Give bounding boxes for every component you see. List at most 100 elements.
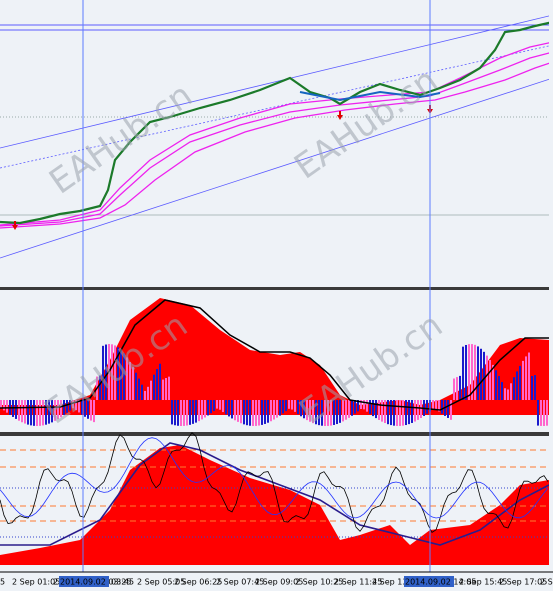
histogram-bar: [273, 400, 275, 420]
histogram-bar: [426, 400, 428, 414]
histogram-bar: [135, 372, 137, 400]
histogram-bar: [210, 400, 212, 414]
histogram-bar: [75, 400, 77, 411]
histogram-bar: [528, 352, 530, 400]
time-label: 2 Sep 06:25: [174, 578, 222, 587]
histogram-bar: [498, 376, 500, 400]
histogram-bar: [90, 400, 92, 421]
time-label: 2 Sep 07:45: [216, 578, 264, 587]
histogram-bar: [153, 374, 155, 400]
histogram-bar: [243, 400, 245, 425]
histogram-bar: [453, 378, 455, 400]
histogram-bar: [258, 400, 260, 426]
histogram-bar: [471, 344, 473, 400]
histogram-bar: [438, 400, 440, 412]
histogram-bar: [60, 400, 62, 418]
histogram-bar: [114, 345, 116, 400]
histogram-bar: [99, 375, 101, 400]
histogram-bar: [63, 400, 65, 416]
histogram-bar: [48, 400, 50, 424]
histogram-bar: [93, 400, 95, 423]
histogram-bar: [513, 377, 515, 400]
histogram-bar: [546, 400, 548, 426]
histogram-bar: [342, 400, 344, 422]
histogram-bar: [162, 379, 164, 400]
histogram-bar: [321, 400, 323, 426]
histogram-bar: [399, 400, 401, 426]
histogram-bar: [525, 356, 527, 400]
histogram-bar: [537, 400, 539, 426]
histogram-bar: [288, 400, 290, 409]
histogram-bar: [486, 355, 488, 400]
histogram-bar: [51, 400, 53, 423]
histogram-bar: [303, 400, 305, 419]
histogram-bar: [138, 378, 140, 400]
histogram-bar: [174, 400, 176, 426]
histogram-bar: [540, 400, 542, 426]
histogram-bar: [150, 380, 152, 400]
histogram-bar: [276, 400, 278, 418]
histogram-bar: [477, 346, 479, 400]
histogram-bar: [249, 400, 251, 426]
histogram-bar: [129, 362, 131, 400]
histogram-bar: [507, 389, 509, 400]
histogram-bar: [225, 400, 227, 415]
histogram-bar: [402, 400, 404, 426]
histogram-bar: [504, 388, 506, 400]
histogram-bar: [294, 400, 296, 412]
panel-separator: [0, 287, 553, 290]
histogram-bar: [390, 400, 392, 426]
histogram-bar: [30, 400, 32, 426]
histogram-bar: [180, 400, 182, 426]
histogram-bar: [246, 400, 248, 426]
histogram-bar: [189, 400, 191, 425]
histogram-bar: [405, 400, 407, 426]
histogram-bar: [534, 375, 536, 400]
time-label: 03:45: [111, 578, 134, 587]
histogram-bar: [36, 400, 38, 426]
histogram-bar: [192, 400, 194, 424]
stochastic-panel: [0, 432, 553, 565]
histogram-bar: [237, 400, 239, 422]
histogram-bar: [432, 400, 434, 410]
histogram-bar: [543, 400, 545, 426]
histogram-bar: [198, 400, 200, 422]
histogram-bar: [318, 400, 320, 426]
histogram-bar: [414, 400, 416, 422]
histogram-bar: [24, 400, 26, 424]
histogram-bar: [387, 400, 389, 425]
histogram-bar: [18, 400, 20, 421]
histogram-bar: [501, 382, 503, 400]
histogram-bar: [78, 400, 80, 413]
histogram-bar: [357, 400, 359, 412]
histogram-bar: [396, 400, 398, 426]
histogram-bar: [522, 360, 524, 400]
histogram-bar: [459, 375, 461, 400]
histogram-bar: [489, 359, 491, 400]
histogram-bar: [510, 383, 512, 400]
histogram-bar: [45, 400, 47, 425]
histogram-bar: [57, 400, 59, 420]
histogram-bar: [15, 400, 17, 419]
histogram-bar: [519, 365, 521, 400]
time-label: 2 Sep 15:45: [459, 578, 507, 587]
histogram-bar: [216, 400, 218, 409]
histogram-bar: [240, 400, 242, 424]
histogram-bar: [369, 400, 371, 414]
histogram-bar: [267, 400, 269, 423]
histogram-bar: [360, 400, 362, 410]
histogram-bar: [219, 400, 221, 410]
histogram-bar: [351, 400, 353, 416]
histogram-bar: [282, 400, 284, 414]
histogram-bar: [147, 386, 149, 400]
histogram-bar: [309, 400, 311, 422]
time-label: 2 Sep 13:05: [372, 578, 420, 587]
histogram-bar: [111, 344, 113, 400]
histogram-bar: [168, 376, 170, 400]
histogram-bar: [123, 353, 125, 400]
histogram-bar: [264, 400, 266, 424]
histogram-bar: [417, 400, 419, 420]
histogram-bar: [132, 367, 134, 400]
histogram-bar: [171, 400, 173, 425]
